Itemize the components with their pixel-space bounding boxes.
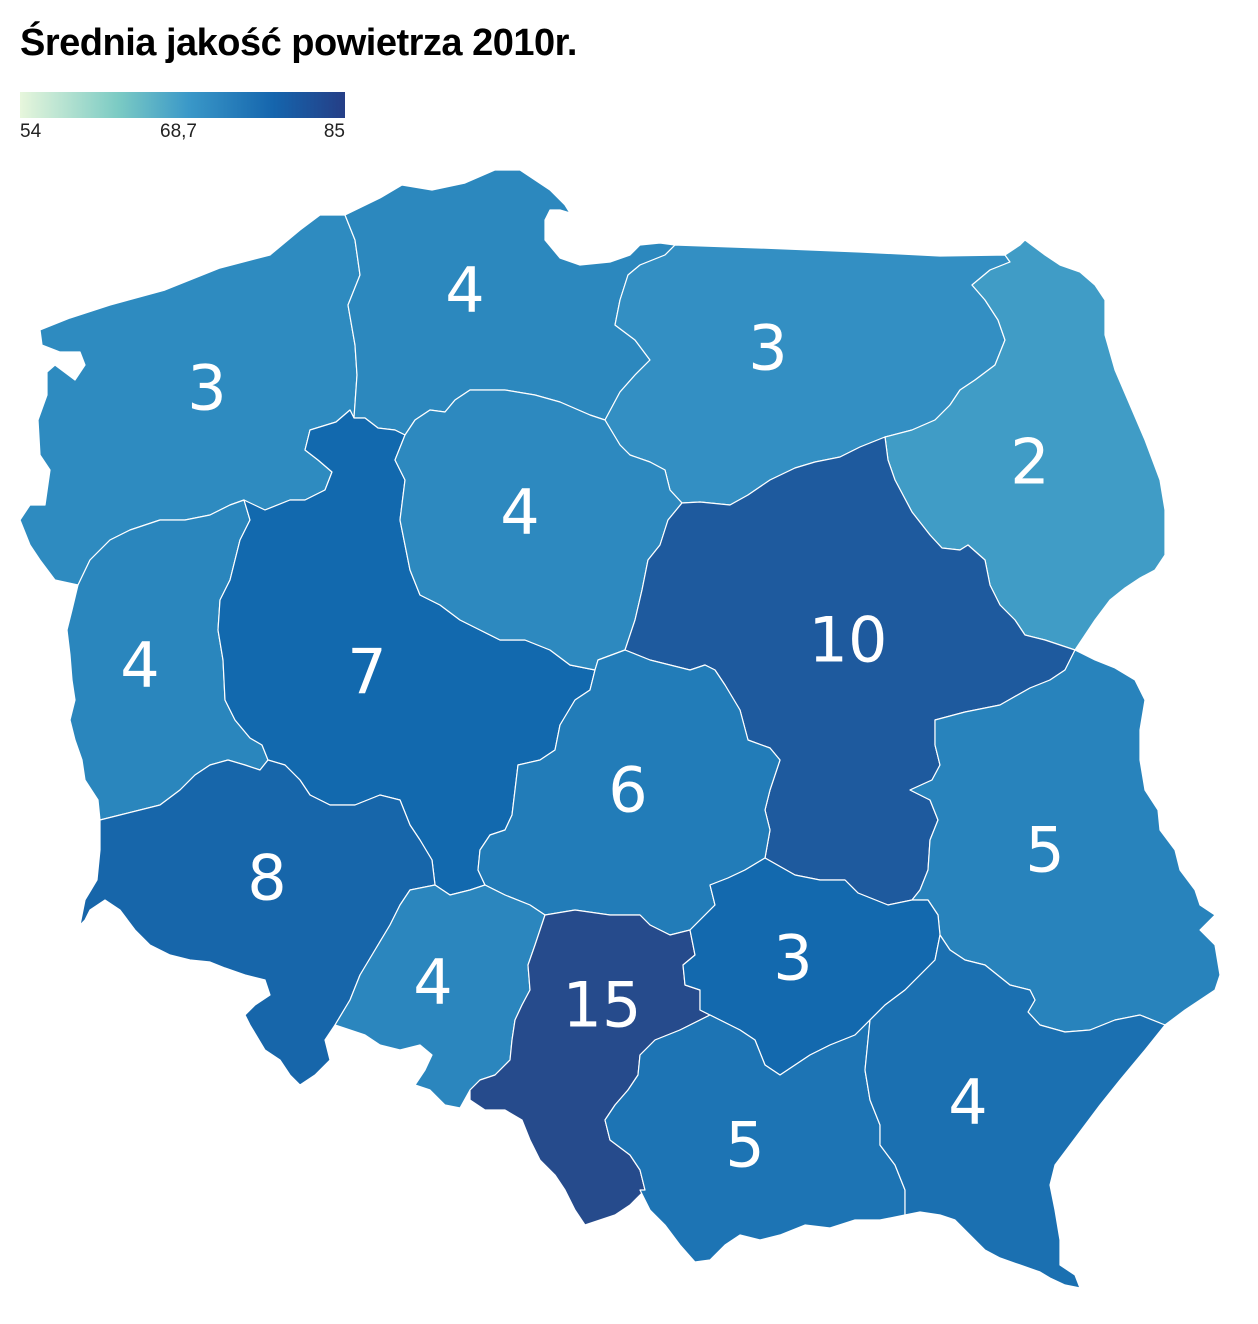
region-label-warminsko-mazurskie: 3 — [748, 312, 787, 385]
region-malopolskie[interactable] — [604, 1014, 906, 1263]
region-label-lubuskie: 4 — [120, 629, 159, 702]
map-title: Średnia jakość powietrza 2010r. — [20, 22, 577, 64]
legend-gradient-bar — [20, 92, 345, 118]
legend-max-label: 85 — [323, 121, 345, 142]
region-label-lubelskie: 5 — [1025, 814, 1064, 887]
region-label-zachodniopomorskie: 3 — [187, 352, 226, 425]
region-label-malopolskie: 5 — [725, 1109, 764, 1182]
region-label-dolnoslaskie: 8 — [247, 842, 286, 915]
region-label-podkarpackie: 4 — [948, 1066, 987, 1139]
region-label-mazowieckie: 10 — [809, 604, 888, 677]
region-label-pomorskie: 4 — [445, 254, 484, 327]
region-label-lodzkie: 6 — [608, 754, 647, 827]
color-legend: 54 68,7 85 — [20, 92, 345, 149]
region-label-swietokrzyskie: 3 — [773, 922, 812, 995]
region-label-podlaskie: 2 — [1010, 426, 1049, 499]
region-label-slaskie: 15 — [563, 969, 642, 1042]
region-label-kujawsko-pomorskie: 4 — [500, 476, 539, 549]
legend-min-label: 54 — [20, 121, 42, 142]
region-label-wielkopolskie: 7 — [347, 636, 386, 709]
region-label-opolskie: 4 — [413, 946, 452, 1019]
legend-mid-label: 68,7 — [160, 121, 197, 142]
region-podkarpackie[interactable] — [864, 934, 1166, 1289]
legend-ticks: 54 68,7 85 — [20, 121, 345, 149]
